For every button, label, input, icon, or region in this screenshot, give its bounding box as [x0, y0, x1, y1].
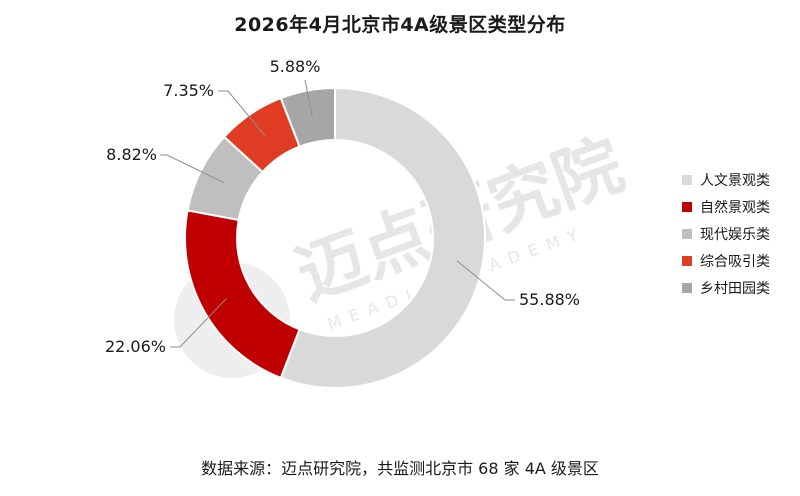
legend-label: 现代娱乐类 [700, 226, 770, 243]
data-labels: 55.88% 22.06% 8.82% 7.35% 5.88% [105, 57, 580, 356]
leader-line-1 [456, 260, 515, 301]
data-label-2: 22.06% [105, 337, 166, 356]
leader-line-5 [304, 79, 313, 117]
donut-slices [184, 86, 486, 389]
legend-swatch [682, 228, 692, 239]
legend-item: 综合吸引类 [682, 247, 770, 274]
legend-label: 自然景观类 [700, 199, 770, 216]
chart-legend: 人文景观类自然景观类现代娱乐类综合吸引类乡村田园类 [682, 166, 770, 301]
legend-swatch [682, 255, 692, 266]
data-label-1: 55.88% [519, 290, 580, 309]
leader-line-2 [170, 297, 228, 348]
legend-item: 现代娱乐类 [682, 220, 770, 247]
donut-slice-5 [279, 86, 336, 148]
legend-label: 人文景观类 [700, 172, 770, 189]
chart-title: 2026年4月北京市4A级景区类型分布 [234, 14, 566, 36]
legend-label: 综合吸引类 [700, 253, 770, 270]
legend-item: 自然景观类 [682, 193, 770, 220]
data-label-3: 8.82% [106, 145, 157, 164]
leader-line-4 [218, 90, 266, 137]
donut-slice-1 [279, 86, 486, 389]
data-label-4: 7.35% [163, 81, 214, 100]
leader-lines [160, 79, 515, 348]
legend-swatch [682, 201, 692, 212]
legend-item: 人文景观类 [682, 166, 770, 193]
source-note: 数据来源：迈点研究院，共监测北京市 68 家 4A 级景区 [201, 459, 599, 478]
data-label-5: 5.88% [270, 57, 321, 76]
legend-swatch [682, 174, 692, 185]
legend-label: 乡村田园类 [700, 280, 770, 297]
legend-swatch [682, 282, 692, 293]
leader-line-3 [160, 154, 225, 184]
legend-item: 乡村田园类 [682, 274, 770, 301]
